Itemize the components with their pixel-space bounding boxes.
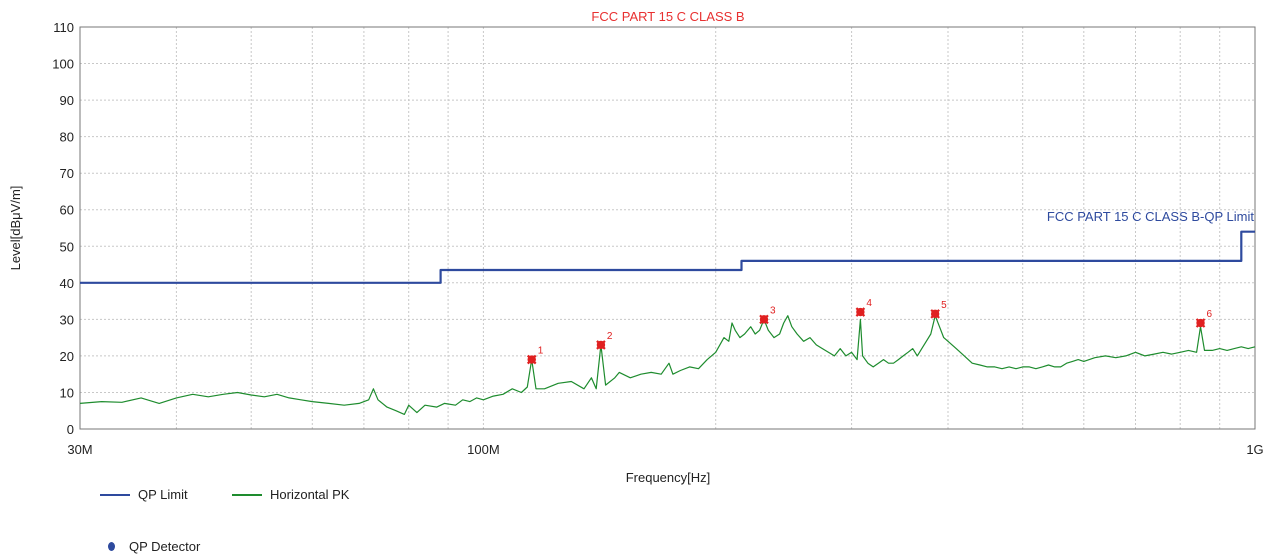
legend-label-qp-limit: QP Limit: [138, 487, 188, 502]
series-line-horizontal-pk: [79, 315, 1256, 415]
detector-markers: 1 2 3 4 5 6: [526, 298, 1213, 365]
legend-item-horizontal-pk: Horizontal PK: [232, 487, 349, 502]
detector-marker: 3: [759, 305, 776, 325]
y-tick-label: 110: [53, 20, 74, 35]
marker-label: 4: [866, 298, 872, 309]
y-tick-label: 100: [52, 57, 74, 72]
legend-label-horizontal-pk: Horizontal PK: [270, 487, 350, 502]
marker-cross: [596, 340, 606, 350]
legend-swatch-qp-limit: [100, 493, 130, 496]
y-tick-label: 20: [60, 349, 74, 364]
marker-label: 3: [770, 305, 776, 316]
limit-line-label: FCC PART 15 C CLASS B-QP Limit: [1047, 209, 1254, 224]
marker-label: 1: [538, 346, 544, 357]
y-tick-label: 40: [60, 276, 74, 291]
legend-item-qp-limit: QP Limit: [100, 487, 188, 502]
y-tick-label: 30: [60, 312, 74, 327]
grid-lines: [80, 27, 1255, 429]
legend-label-qp-detector: QP Detector: [129, 539, 201, 554]
plot-frame: [79, 26, 1256, 430]
detector-marker: 1: [526, 346, 544, 365]
y-tick-label: 70: [60, 166, 74, 181]
marker-cross: [1195, 318, 1206, 328]
y-tick-label: 80: [60, 130, 74, 145]
marker-cross: [855, 307, 866, 317]
x-axis-label: Frequency[Hz]: [626, 470, 711, 485]
detector-marker: 5: [930, 300, 947, 319]
y-tick-label: 60: [60, 203, 74, 218]
y-tick-label: 10: [60, 385, 74, 400]
y-axis-label: Level[dBμV/m]: [8, 186, 23, 271]
marker-cross: [526, 354, 537, 365]
detector-marker: 6: [1195, 309, 1213, 328]
chart-title: FCC PART 15 C CLASS B: [591, 9, 744, 24]
x-tick-label: 100M: [467, 442, 500, 457]
series-line-qp-limit: [80, 230, 1255, 284]
detector-marker: 4: [855, 298, 872, 317]
x-tick-label: 1G: [1246, 442, 1263, 457]
marker-label: 5: [941, 300, 947, 311]
legend-dot-qp-detector: [108, 542, 115, 551]
series-lines: [79, 230, 1256, 415]
y-axis-ticks: 0 10 20 30 40 50 60 70 80 90 100 110: [52, 20, 74, 437]
y-tick-label: 90: [60, 93, 74, 108]
x-tick-label: 30M: [67, 442, 92, 457]
detector-marker: 2: [596, 331, 613, 350]
legend-swatch-horizontal-pk: [232, 493, 262, 496]
x-axis-ticks: 30M 100M 1G: [67, 442, 1263, 457]
marker-cross: [759, 314, 769, 325]
legend-item-qp-detector: QP Detector: [108, 539, 200, 554]
y-tick-label: 50: [60, 239, 74, 254]
marker-label: 6: [1207, 309, 1213, 320]
marker-cross: [930, 309, 940, 319]
y-tick-label: 0: [67, 422, 74, 437]
marker-label: 2: [607, 331, 613, 342]
